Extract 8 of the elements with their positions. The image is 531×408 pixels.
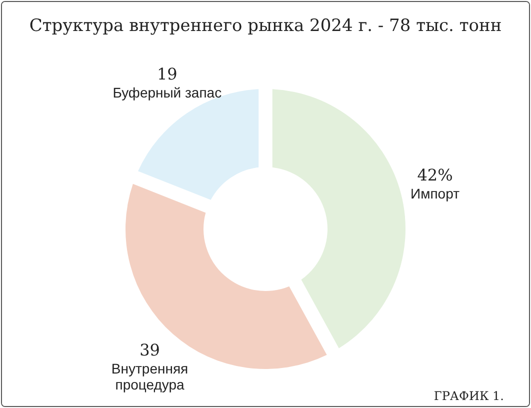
chart-title: Структура внутреннего рынка 2024 г. - 78 тыс. тонн: [29, 16, 502, 36]
data-label: 19: [156, 64, 178, 84]
slice-label: Внутренняя процедура: [111, 360, 188, 392]
slice-label: Буферный запас: [112, 84, 222, 100]
text: ГРАФИК 1.: [434, 389, 504, 403]
data-label: 39: [140, 340, 160, 360]
slice-label: Импорт: [410, 185, 460, 202]
data-label: 42%: [417, 165, 453, 184]
